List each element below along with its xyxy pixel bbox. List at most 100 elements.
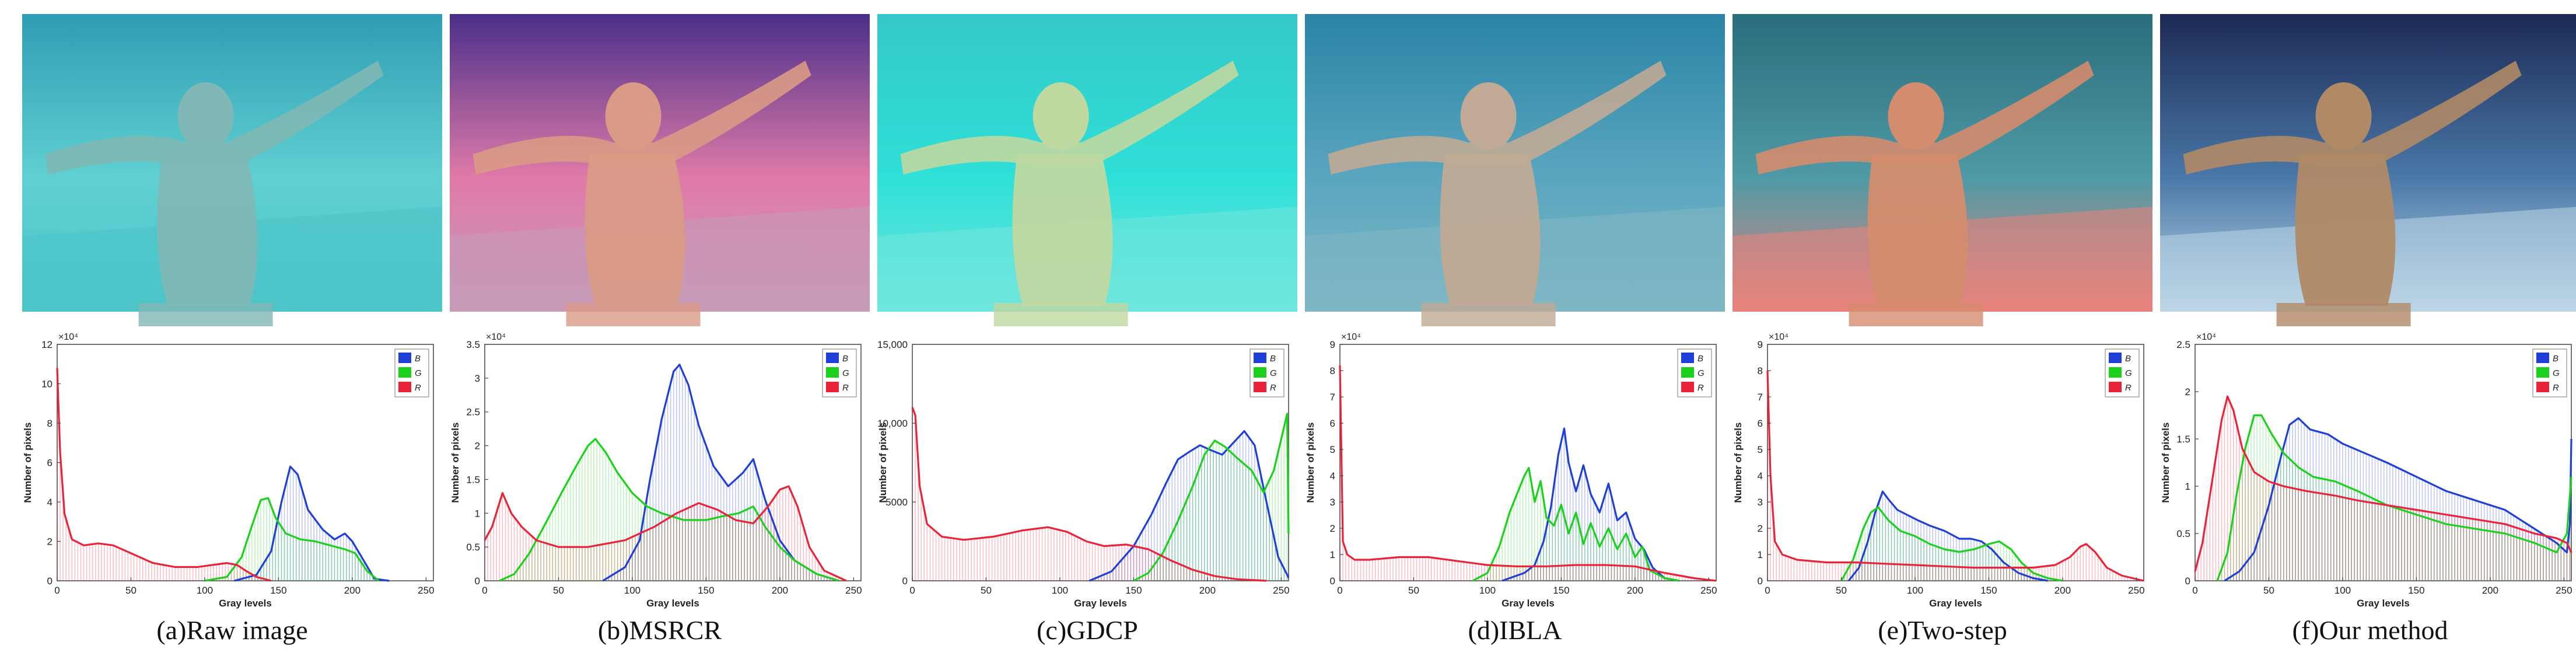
panel-6: 0 50 100 150 200 250 0 0.5 1 1.5 2 2.5 ×10⁴ Gray leve… (2160, 14, 2576, 645)
y-tick-label: 2.5 (2176, 339, 2190, 350)
x-tick-label: 250 (1700, 585, 1717, 596)
legend-label-G: G (415, 368, 422, 378)
panel-photo (22, 14, 442, 326)
series-R-bars (484, 486, 845, 581)
legend-label-B: B (415, 354, 421, 364)
series-R-line (911, 407, 1267, 582)
x-tick-label: 150 (1125, 585, 1142, 596)
chart-legend: BGR (2105, 348, 2140, 398)
y-tick-label: 0.5 (466, 542, 480, 553)
legend-label-B: B (842, 354, 848, 364)
y-tick-label: 5000 (886, 497, 908, 508)
series-R-bars (2194, 396, 2571, 581)
legend-label-R: R (842, 383, 849, 393)
panel-photo (2160, 14, 2576, 326)
x-tick-label: 50 (1836, 585, 1847, 596)
x-tick-label: 150 (1553, 585, 1569, 596)
series-B-bars (1849, 491, 2046, 581)
panel-caption: (d)IBLA (1468, 615, 1562, 645)
x-tick-label: 100 (1479, 585, 1496, 596)
x-tick-label: 200 (772, 585, 788, 596)
photo-statue-arms (473, 61, 811, 175)
photo-statue-base (566, 303, 701, 326)
series-B-bars (2227, 418, 2571, 581)
panel-3: 0 50 100 150 200 250 0 5000 10,000 15,000 Gray lev… (877, 14, 1297, 645)
legend-swatch-R (1254, 382, 1266, 392)
photo-statue-body (1440, 154, 1541, 306)
series-B-line (602, 364, 839, 582)
x-tick-label: 0 (909, 585, 915, 596)
y-tick-label: 3 (1758, 497, 1763, 508)
legend-label-R: R (415, 383, 421, 393)
y-tick-label: 2 (1330, 523, 1335, 534)
y-tick-label: 2 (47, 536, 52, 548)
y-axis-label: Number of pixels (877, 423, 888, 503)
x-tick-label: 0 (54, 585, 60, 596)
y-axis-label: Number of pixels (450, 423, 461, 503)
y-tick-label: 0 (47, 576, 52, 587)
x-tick-label: 150 (270, 585, 286, 596)
photo-statue-base (138, 303, 273, 326)
panel-caption: (a)Raw image (156, 615, 307, 645)
y-tick-label: 10 (41, 379, 52, 390)
legend-label-R: R (2125, 383, 2132, 393)
x-tick-label: 250 (1273, 585, 1289, 596)
photo-statue-arms (900, 61, 1239, 175)
panel-photo (1732, 14, 2152, 326)
y-tick-label: 6 (47, 458, 52, 469)
y-tick-label: 1.5 (466, 474, 480, 485)
photo-statue-base (993, 303, 1128, 326)
photo-statue-head (1032, 82, 1089, 150)
series-R-line (1339, 365, 1717, 582)
photo-statue-head (177, 82, 234, 150)
series-R-line (2194, 395, 2572, 572)
photo-statue-arms (45, 61, 384, 175)
legend-label-B: B (2125, 354, 2131, 364)
legend-swatch-R (2536, 382, 2549, 392)
y-tick-label: 0 (475, 576, 480, 587)
series-B-bars (1091, 433, 1288, 581)
legend-swatch-B (398, 353, 411, 363)
series-B-line (2224, 417, 2572, 582)
y-tick-label: 9 (1758, 339, 1763, 350)
series-B-line (1847, 490, 2048, 582)
legend-swatch-G (2536, 367, 2549, 378)
chart-axes-frame (1767, 344, 2144, 581)
x-axis-label: Gray levels (2357, 598, 2410, 609)
panel-chart: 0 50 100 150 200 250 0 0.5 1 1.5 2 2.5 ×10⁴ Gray leve… (2160, 332, 2572, 609)
chart-legend: BGR (1250, 348, 1284, 398)
series-G-line (1472, 466, 1680, 582)
legend-swatch-B (1681, 353, 1694, 363)
y-tick-label: 4 (1330, 470, 1335, 482)
y-tick-label: 2.5 (466, 407, 480, 418)
chart-legend: BGR (822, 348, 857, 398)
series-B-bars (605, 364, 836, 581)
panel-caption: (b)MSRCR (598, 615, 722, 645)
y-tick-label: 3.5 (466, 339, 480, 350)
y-tick-label: 0 (2185, 576, 2190, 587)
y-tick-label: 10,000 (877, 418, 908, 429)
x-tick-label: 250 (2556, 585, 2572, 596)
panel-chart: 0 50 100 150 200 250 0 1 2 3 4 5 6 7 8 9 ×10⁴ Gray levels… (1732, 332, 2145, 609)
y-exponent-label: ×10⁴ (58, 332, 78, 342)
y-tick-label: 2 (475, 441, 480, 452)
y-tick-label: 0 (902, 576, 908, 587)
panel-chart: 0 50 100 150 200 250 0 1 2 3 4 5 6 7 8 9 ×10⁴ Gray levels… (1305, 332, 1717, 609)
series-G-line (204, 497, 380, 582)
legend-swatch-B (2536, 353, 2549, 363)
y-tick-label: 1 (1330, 549, 1335, 560)
legend-swatch-R (1681, 382, 1694, 392)
y-tick-label: 8 (1758, 365, 1763, 376)
chart-axes-frame (484, 344, 862, 581)
photo-statue-base (2276, 303, 2411, 326)
y-tick-label: 3 (475, 373, 480, 384)
y-tick-label: 2 (1758, 523, 1763, 534)
y-exponent-label: ×10⁴ (2196, 332, 2216, 342)
panel-caption: (c)GDCP (1037, 615, 1138, 645)
y-tick-label: 2 (2185, 386, 2190, 398)
series-G-bars (207, 498, 377, 581)
y-tick-label: 12 (41, 339, 52, 350)
y-tick-label: 15,000 (877, 339, 908, 350)
y-tick-label: 0 (1758, 576, 1763, 587)
photo-statue-head (605, 82, 662, 150)
